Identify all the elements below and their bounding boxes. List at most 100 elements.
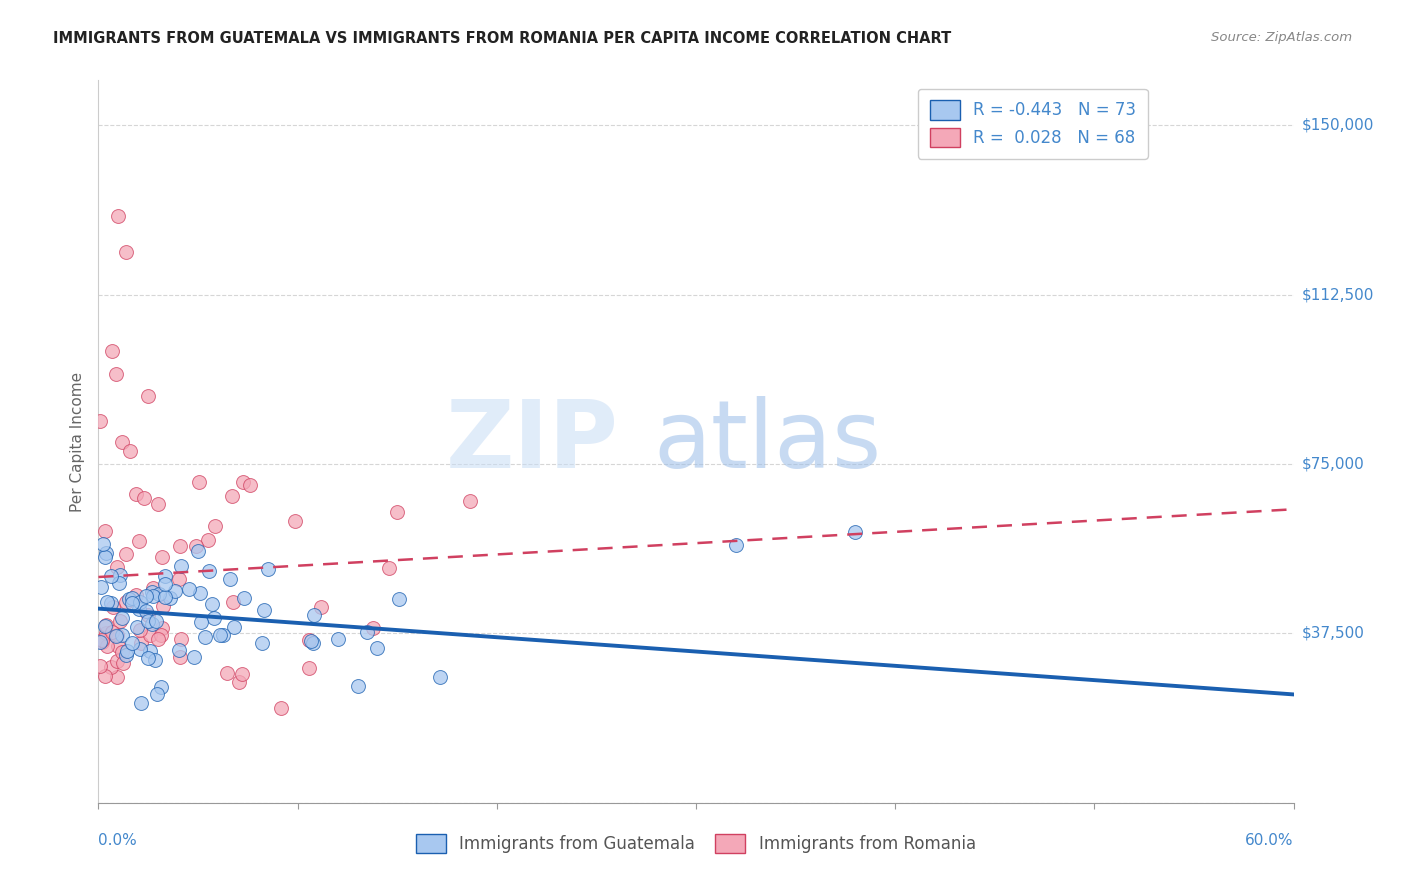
Point (96, 618, 118, 632)
Point (128, 595, 150, 609)
Point (107, 639, 129, 653)
Point (221, 488, 243, 502)
Point (143, 653, 166, 667)
Point (328, 632, 350, 646)
Point (177, 582, 200, 597)
Point (90, 632, 112, 647)
Point (198, 564, 221, 578)
Point (105, 629, 128, 643)
Text: atlas: atlas (654, 395, 882, 488)
Point (101, 344, 124, 359)
Point (197, 533, 219, 548)
Point (142, 581, 165, 595)
Point (150, 550, 173, 565)
Point (111, 645, 134, 659)
Point (127, 620, 149, 634)
Point (153, 577, 176, 591)
Point (299, 634, 322, 648)
Point (120, 443, 142, 458)
Legend: Immigrants from Guatemala, Immigrants from Romania: Immigrants from Guatemala, Immigrants fr… (409, 827, 983, 860)
Point (378, 561, 401, 575)
Point (149, 680, 172, 694)
Point (311, 600, 333, 615)
Point (145, 614, 167, 628)
Point (146, 632, 169, 646)
Text: ZIP: ZIP (446, 395, 619, 488)
Point (153, 568, 176, 582)
Point (115, 594, 138, 608)
Point (302, 635, 325, 649)
Point (96, 625, 118, 640)
Point (208, 628, 231, 642)
Point (100, 569, 122, 583)
Point (136, 614, 159, 628)
Point (183, 649, 205, 664)
Point (105, 628, 128, 642)
Point (218, 572, 240, 586)
Point (107, 654, 129, 668)
Point (298, 660, 321, 674)
Point (96, 639, 118, 653)
Point (93, 550, 115, 565)
Point (90, 581, 112, 595)
Point (89, 414, 111, 428)
Point (94, 524, 117, 538)
Point (159, 591, 181, 606)
Point (142, 589, 165, 603)
Point (115, 648, 138, 663)
Point (152, 599, 174, 614)
Point (91, 634, 114, 648)
Point (347, 679, 370, 693)
Point (270, 701, 292, 715)
Text: $112,500: $112,500 (1302, 287, 1374, 302)
Point (363, 621, 385, 635)
Point (366, 640, 388, 655)
Point (125, 487, 148, 501)
Point (121, 591, 143, 606)
Point (129, 642, 152, 657)
Point (211, 628, 233, 642)
Point (136, 389, 159, 403)
Point (184, 539, 207, 553)
Point (256, 562, 278, 576)
Point (724, 538, 747, 552)
Point (232, 475, 254, 490)
Point (153, 590, 176, 604)
Point (121, 636, 143, 650)
Point (429, 670, 451, 684)
Point (385, 504, 408, 518)
Point (187, 475, 209, 490)
Point (91, 537, 114, 551)
Point (388, 591, 411, 606)
Point (224, 620, 246, 634)
Point (460, 494, 482, 508)
Point (141, 585, 163, 599)
Point (125, 588, 148, 602)
Point (141, 617, 163, 632)
Point (100, 596, 122, 610)
Point (129, 623, 152, 637)
Point (111, 434, 134, 449)
Point (121, 596, 143, 610)
Point (170, 632, 193, 647)
Point (101, 599, 124, 614)
Point (135, 604, 157, 618)
Point (194, 630, 217, 644)
Point (131, 696, 153, 710)
Point (136, 651, 159, 665)
Point (284, 514, 307, 528)
Point (96, 595, 118, 609)
Point (128, 534, 150, 549)
Point (201, 597, 224, 611)
Point (128, 602, 150, 616)
Point (111, 628, 134, 642)
Point (129, 636, 152, 650)
Point (148, 587, 170, 601)
Point (222, 595, 245, 609)
Point (250, 636, 273, 650)
Point (146, 497, 169, 511)
Point (89, 635, 111, 649)
Point (215, 665, 238, 680)
Point (169, 539, 191, 553)
Point (115, 244, 138, 259)
